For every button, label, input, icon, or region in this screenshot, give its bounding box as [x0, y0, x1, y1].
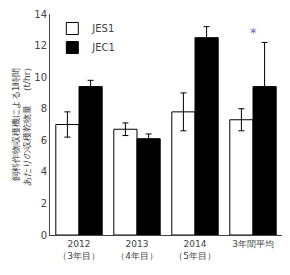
svg-text:2014（5年目）: 2014（5年目） [174, 239, 216, 261]
svg-text:*: * [250, 25, 257, 40]
svg-text:0: 0 [41, 230, 47, 241]
svg-text:8: 8 [41, 103, 47, 114]
svg-text:6: 6 [41, 135, 47, 146]
svg-text:14: 14 [34, 9, 47, 20]
svg-text:2012（3年目）: 2012（3年目） [58, 239, 100, 261]
svg-text:3年間平均: 3年間平均 [232, 239, 274, 249]
svg-text:飼料作物収穫機による1時間あたりの収穫乾物量 （t/hr）: 飼料作物収穫機による1時間あたりの収穫乾物量 （t/hr） [11, 63, 33, 187]
svg-text:2013（4年目）: 2013（4年目） [116, 239, 158, 261]
svg-text:JEC1: JEC1 [91, 42, 115, 53]
svg-text:4: 4 [41, 166, 47, 177]
svg-text:12: 12 [34, 40, 47, 51]
svg-text:JES1: JES1 [91, 23, 114, 34]
svg-text:10: 10 [34, 72, 47, 83]
svg-text:2: 2 [41, 198, 47, 209]
